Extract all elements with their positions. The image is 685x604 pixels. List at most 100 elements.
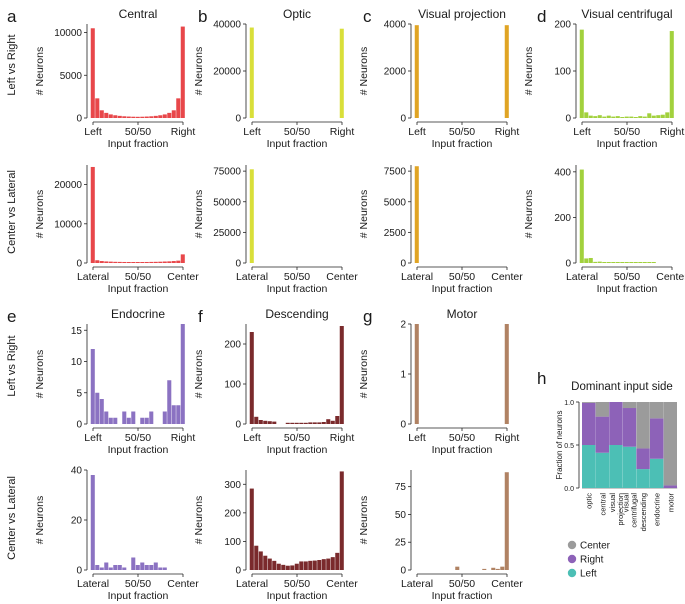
histogram-bar bbox=[258, 551, 263, 570]
histogram-bar bbox=[482, 568, 487, 570]
panel-title: Visual projection bbox=[418, 7, 506, 21]
histogram-bar bbox=[504, 324, 509, 424]
histogram-bar bbox=[651, 115, 656, 118]
x-tick-label: Lateral bbox=[566, 271, 598, 283]
row-label-1: Left vs Right bbox=[6, 34, 18, 95]
panel-title: Descending bbox=[265, 307, 328, 321]
category-label: descending bbox=[639, 493, 648, 531]
histogram-bar bbox=[153, 562, 158, 570]
histogram-bar bbox=[312, 422, 317, 424]
x-tick-label: Center bbox=[167, 271, 199, 283]
x-axis-title: Input fraction bbox=[597, 138, 658, 150]
panel-letter-c: c bbox=[363, 7, 372, 26]
y-tick-label: 0 bbox=[235, 114, 241, 125]
stacked-segment-right bbox=[595, 416, 609, 453]
y-tick-label: 300 bbox=[224, 480, 241, 491]
histogram-bar bbox=[330, 557, 335, 570]
x-axis-title: Input fraction bbox=[432, 444, 493, 456]
y-axis-title: Fraction of neurons bbox=[555, 411, 564, 480]
histogram-bar bbox=[131, 557, 136, 570]
histogram-bar bbox=[126, 262, 131, 263]
stacked-segment-right bbox=[582, 402, 596, 445]
stacked-segment-right bbox=[609, 402, 623, 445]
category-label-line: projection bbox=[616, 493, 625, 526]
x-axis-title: Input fraction bbox=[432, 590, 493, 602]
histogram-bar bbox=[312, 560, 317, 570]
histogram-bar bbox=[176, 98, 181, 118]
histogram-bar bbox=[162, 411, 167, 424]
y-tick-label: 0 bbox=[565, 259, 571, 270]
histogram-bar bbox=[158, 261, 163, 263]
histogram-bar bbox=[108, 417, 113, 424]
x-tick-label: Lateral bbox=[77, 271, 109, 283]
x-tick-label: 50/50 bbox=[449, 126, 475, 138]
y-tick-label: 1 bbox=[400, 370, 406, 381]
stacked-segment-right bbox=[663, 485, 677, 488]
x-tick-label: Left bbox=[84, 432, 102, 444]
histogram-bar bbox=[149, 411, 154, 424]
histogram-bar bbox=[162, 261, 167, 263]
stacked-segment-center bbox=[622, 402, 637, 409]
y-tick-label: 4000 bbox=[384, 20, 407, 31]
histogram-bar bbox=[140, 116, 145, 118]
histogram-bar bbox=[180, 26, 185, 118]
y-tick-label: 50000 bbox=[213, 197, 241, 208]
x-tick-label: 50/50 bbox=[614, 271, 640, 283]
x-tick-label: Center bbox=[656, 271, 685, 283]
y-tick-label: 50 bbox=[395, 510, 407, 521]
y-tick-label: 25 bbox=[395, 538, 407, 549]
histogram-bar bbox=[104, 411, 109, 424]
histogram-bar bbox=[290, 422, 295, 424]
legend-label: Left bbox=[580, 569, 597, 580]
panel-letter-f: f bbox=[198, 307, 203, 326]
histogram-bar bbox=[579, 29, 584, 118]
x-tick-label: Center bbox=[167, 578, 199, 590]
histogram-bar bbox=[90, 28, 95, 118]
y-tick-label: 25000 bbox=[213, 228, 241, 239]
stacked-segment-left bbox=[636, 469, 650, 488]
y-axis-title: # Neurons bbox=[358, 47, 370, 95]
x-tick-label: Left bbox=[84, 126, 102, 138]
histogram-bar bbox=[294, 563, 299, 570]
histogram-bar bbox=[117, 115, 122, 118]
histogram-bar bbox=[104, 261, 109, 263]
histogram-bar bbox=[263, 420, 268, 424]
y-tick-label: 20000 bbox=[213, 67, 241, 78]
histogram-bar bbox=[95, 98, 100, 118]
histogram-bar bbox=[285, 422, 290, 424]
y-axis-title: # Neurons bbox=[358, 350, 370, 398]
stacked-segment-center bbox=[663, 402, 677, 486]
stacked-segment-center bbox=[636, 402, 650, 449]
histogram-bar bbox=[108, 261, 113, 263]
histogram-bar bbox=[414, 324, 419, 424]
histogram-bar bbox=[651, 262, 656, 263]
y-tick-label: 2500 bbox=[384, 228, 407, 239]
y-tick-label: 200 bbox=[554, 20, 571, 31]
x-axis-title: Input fraction bbox=[267, 138, 328, 150]
y-tick-label: 5000 bbox=[384, 197, 407, 208]
histogram-bar bbox=[620, 262, 625, 263]
x-tick-label: Right bbox=[330, 432, 355, 444]
histogram-bar bbox=[317, 422, 322, 424]
y-tick-label: 0 bbox=[565, 114, 571, 125]
histogram-bar bbox=[254, 416, 259, 424]
y-axis-title: # Neurons bbox=[34, 47, 46, 95]
x-tick-label: 50/50 bbox=[449, 578, 475, 590]
x-tick-label: 50/50 bbox=[614, 126, 640, 138]
y-tick-label: 10000 bbox=[54, 219, 82, 230]
histogram-bar bbox=[326, 419, 331, 424]
histogram-bar bbox=[158, 115, 163, 118]
y-tick-label: 0.0 bbox=[564, 486, 574, 493]
histogram-bar bbox=[335, 552, 340, 570]
category-label-line: centrifugal bbox=[630, 493, 639, 528]
histogram-bar bbox=[584, 258, 589, 263]
panel-letter-h: h bbox=[537, 369, 546, 388]
histogram-bar bbox=[624, 262, 629, 263]
x-tick-label: 50/50 bbox=[125, 126, 151, 138]
histogram-bar bbox=[267, 421, 272, 424]
histogram-bar bbox=[113, 565, 118, 570]
panel-title: Visual centrifugal bbox=[581, 7, 672, 21]
stacked-segment-left bbox=[609, 445, 623, 488]
histogram-bar bbox=[176, 405, 181, 424]
